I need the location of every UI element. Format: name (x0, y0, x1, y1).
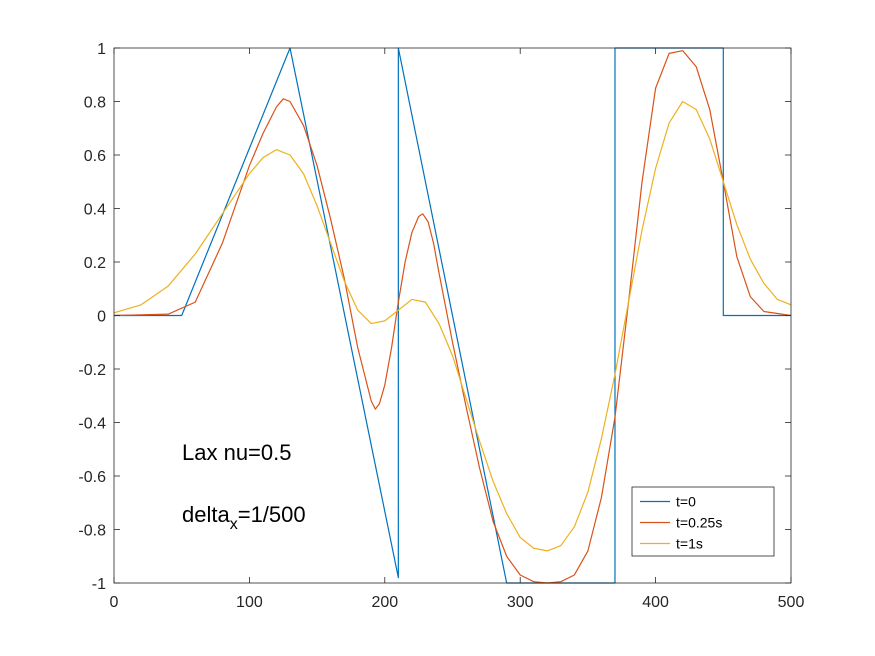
x-tick-label: 300 (507, 594, 534, 611)
legend-label-0: t=0 (676, 494, 696, 510)
annotation-delta-subscript: x (230, 516, 238, 533)
ticks-layer: 0 100 200 300 400 500 -1 -0.8 -0.6 -0.4 -0.2 0 0.2 0.… (78, 41, 804, 611)
annotations: Lax nu=0.5 deltax=1/500 (182, 440, 306, 533)
y-tick-label: -0.8 (78, 523, 106, 540)
y-tick-label: -0.2 (78, 362, 106, 379)
annotation-delta: deltax=1/500 (182, 502, 306, 533)
legend-box (631, 486, 775, 557)
series-line-1 (113, 50, 792, 584)
x-tick-label: 400 (642, 594, 669, 611)
y-tick-label: 0 (97, 309, 106, 326)
legend-label-1: t=0.25s (676, 515, 722, 531)
y-tick-label: 1 (97, 41, 106, 58)
x-tick-label: 100 (236, 594, 263, 611)
x-tick-label: 0 (110, 594, 119, 611)
y-tick-label: 0.8 (84, 95, 106, 112)
annotation-delta-suffix: =1/500 (238, 502, 306, 527)
y-tick-label: -1 (92, 576, 106, 593)
y-tick-label: -0.4 (78, 416, 106, 433)
legend: t=0 t=0.25s t=1s (631, 486, 775, 557)
series-line-2 (113, 100, 792, 552)
y-tick-label: 0.2 (84, 255, 106, 272)
x-tick-label: 500 (778, 594, 805, 611)
annotation-method: Lax nu=0.5 (182, 440, 291, 465)
y-tick-label: -0.6 (78, 469, 106, 486)
x-tick-label: 200 (371, 594, 398, 611)
y-tick-label: 0.4 (84, 202, 106, 219)
legend-label-2: t=1s (676, 536, 703, 552)
annotation-delta-base: delta (182, 502, 230, 527)
y-tick-label: 0.6 (84, 148, 106, 165)
